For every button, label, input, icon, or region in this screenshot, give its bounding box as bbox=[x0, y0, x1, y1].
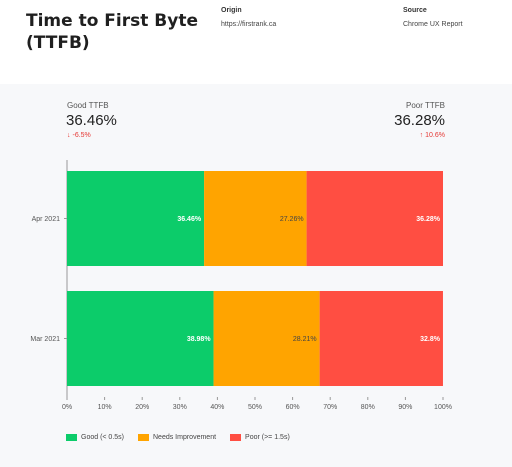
legend-label-good: Good (< 0.5s) bbox=[81, 434, 124, 441]
x-tick-label: 50% bbox=[248, 404, 262, 411]
x-tick-label: 100% bbox=[434, 404, 452, 411]
bar-segment-good bbox=[67, 291, 214, 386]
legend-item-needs-improvement: Needs Improvement bbox=[138, 434, 216, 441]
x-tick-label: 90% bbox=[398, 404, 412, 411]
x-tick-label: 10% bbox=[98, 404, 112, 411]
good-ttfb-delta-text: -6.5% bbox=[72, 132, 91, 139]
poor-ttfb-value: 36.28% bbox=[394, 112, 445, 129]
chart-panel bbox=[0, 84, 512, 467]
bar-segment-needs-improvement bbox=[204, 171, 307, 266]
poor-ttfb-delta: ↑ 10.6% bbox=[420, 132, 445, 139]
arrow-down-icon: ↓ bbox=[67, 132, 71, 139]
origin-label: Origin bbox=[221, 7, 242, 14]
data-label-good: 38.98% bbox=[187, 336, 212, 343]
category-label: Mar 2021 bbox=[30, 336, 60, 343]
data-label-needs-improvement: 27.26% bbox=[280, 216, 304, 223]
x-tick-label: 60% bbox=[286, 404, 300, 411]
x-tick-label: 30% bbox=[173, 404, 187, 411]
data-label-poor: 32.8% bbox=[420, 336, 441, 343]
bar-segment-needs-improvement bbox=[213, 291, 320, 386]
data-label-needs-improvement: 28.21% bbox=[293, 336, 317, 343]
legend-label-poor: Poor (>= 1.5s) bbox=[245, 434, 290, 441]
arrow-up-icon: ↑ bbox=[419, 132, 424, 139]
x-tick-label: 20% bbox=[135, 404, 149, 411]
bar-segment-poor bbox=[319, 291, 443, 386]
origin-value: https://firstrank.ca bbox=[221, 21, 277, 28]
legend: Good (< 0.5s) Needs Improvement Poor (>=… bbox=[66, 434, 304, 441]
header: Time to First Byte (TTFB) Origin https:/… bbox=[0, 0, 512, 84]
x-tick-label: 0% bbox=[62, 404, 72, 411]
bar-segment-poor bbox=[306, 171, 443, 266]
good-ttfb-value: 36.46% bbox=[66, 112, 117, 129]
poor-ttfb-label: Poor TTFB bbox=[406, 101, 445, 110]
x-tick-label: 40% bbox=[210, 404, 224, 411]
good-ttfb-label: Good TTFB bbox=[67, 101, 109, 110]
x-tick-label: 80% bbox=[361, 404, 375, 411]
page-title: Time to First Byte (TTFB) bbox=[26, 11, 198, 53]
legend-item-poor: Poor (>= 1.5s) bbox=[230, 434, 290, 441]
legend-item-good: Good (< 0.5s) bbox=[66, 434, 124, 441]
legend-swatch-needs-improvement bbox=[138, 434, 149, 441]
category-label: Apr 2021 bbox=[32, 216, 61, 223]
legend-swatch-good bbox=[66, 434, 77, 441]
x-tick-label: 70% bbox=[323, 404, 337, 411]
data-label-poor: 36.28% bbox=[416, 216, 441, 223]
good-ttfb-delta: ↓ -6.5% bbox=[67, 132, 91, 139]
data-label-good: 36.46% bbox=[177, 216, 202, 223]
poor-ttfb-delta-text: 10.6% bbox=[425, 132, 445, 139]
bar-segment-good bbox=[67, 171, 205, 266]
legend-label-needs-improvement: Needs Improvement bbox=[153, 434, 217, 441]
source-value: Chrome UX Report bbox=[403, 21, 463, 28]
legend-swatch-poor bbox=[230, 434, 242, 441]
source-label: Source bbox=[403, 7, 427, 14]
